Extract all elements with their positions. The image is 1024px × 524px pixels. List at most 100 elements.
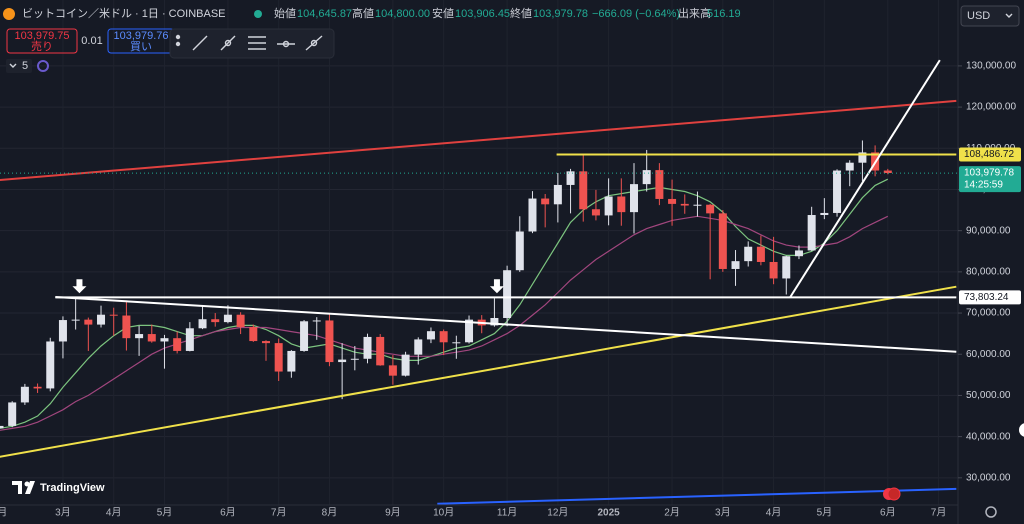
candle-body (439, 331, 448, 343)
candle-body (46, 341, 55, 389)
scroll-handle[interactable] (1019, 423, 1024, 437)
candle-body (883, 170, 892, 174)
change-value: −666.09 (−0.64%) (592, 8, 680, 20)
candle-body (287, 350, 296, 372)
candle-body (769, 261, 778, 279)
trend-line (55, 295, 957, 353)
y-tick-label: 60,000.00 (966, 349, 1011, 360)
sell-button[interactable] (6, 28, 78, 54)
logo-text: TradingView (40, 482, 105, 494)
dropdown-chevron (1005, 13, 1013, 18)
open-label: 始値 (274, 6, 296, 20)
indicator-icon[interactable] (37, 60, 49, 72)
candle-body (8, 402, 17, 426)
candle-body (249, 327, 258, 342)
candle-body (198, 319, 207, 329)
candle-body (388, 365, 397, 376)
x-tick-label: 5月 (817, 507, 833, 519)
extended-line-tool[interactable] (305, 35, 323, 51)
candle-body (160, 338, 169, 342)
price-label-box (959, 147, 1021, 162)
ray-tool[interactable] (220, 35, 236, 51)
y-tick-label: 50,000.00 (966, 390, 1011, 401)
drag-handle[interactable] (175, 41, 181, 47)
candle-body (718, 213, 727, 269)
indicator-count: 5 (22, 60, 28, 72)
x-tick-label: 2月 (664, 507, 680, 519)
candle-body (20, 386, 29, 403)
candle-body (807, 215, 816, 251)
candle-body (97, 314, 106, 325)
trend-line (0, 99, 957, 181)
y-tick-label: 130,000.00 (966, 61, 1016, 72)
high-label: 高値 (352, 6, 374, 20)
volume-value: 516.19 (707, 8, 741, 20)
candle-body (642, 170, 651, 185)
candle-body (84, 319, 93, 325)
candle-body (122, 315, 131, 339)
candle-body (185, 328, 194, 351)
sell-label: 売り (31, 40, 53, 53)
candle-body (630, 184, 638, 213)
candle-body (503, 270, 512, 318)
candle-body (680, 203, 689, 206)
candle-body (528, 198, 537, 232)
low-label: 安値 (432, 6, 454, 20)
candle-body (756, 246, 765, 262)
candle-body (325, 320, 334, 363)
horizontal-tool-dot (282, 40, 290, 48)
trend-line-tool[interactable] (192, 35, 208, 51)
candle-body (0, 425, 4, 429)
x-tick-label: 6月 (220, 507, 236, 519)
currency: USD (967, 10, 990, 22)
candle-body (731, 261, 740, 269)
x-tick-label: 12月 (547, 507, 568, 519)
symbol-title[interactable]: ビットコイン／米ドル · 1日 · COINBASE (22, 7, 226, 20)
candle-body (350, 358, 359, 360)
candle-body (858, 152, 867, 163)
candle-body (490, 317, 499, 326)
candle-body (566, 171, 575, 185)
quantity[interactable]: 0.01 (81, 35, 102, 47)
event-marker[interactable] (887, 487, 901, 501)
currency-select[interactable] (960, 5, 1020, 27)
candle-body (312, 320, 321, 322)
drag-handle[interactable] (175, 34, 181, 40)
ray-tool-dot (224, 39, 232, 47)
candle-body (706, 204, 715, 214)
candle-body (744, 246, 753, 262)
price-label-box (959, 290, 1021, 305)
x-tick-label: 5月 (157, 507, 173, 519)
price-label: 103,979.78 (964, 168, 1014, 179)
candle-body (135, 334, 144, 339)
price-label: 73,803.24 (964, 292, 1009, 303)
open-value: 104,645.87 (297, 8, 352, 20)
candle-body (223, 314, 232, 323)
candle-body (655, 170, 664, 199)
bar-countdown: 14:25:59 (964, 180, 1003, 191)
candle-body (426, 331, 435, 340)
trend-line (437, 487, 957, 505)
candle-body (668, 198, 677, 204)
close-value: 103,979.78 (533, 8, 588, 20)
settings-button[interactable] (985, 506, 997, 518)
indicator-toggle[interactable] (6, 59, 32, 73)
x-tick-label: 2025 (597, 508, 620, 519)
price-label-box (959, 166, 1021, 193)
x-tick-label: 7月 (271, 507, 287, 519)
candle-body (693, 204, 702, 206)
candle-body (515, 231, 524, 271)
candle-body (820, 212, 829, 216)
candle-body (591, 209, 600, 216)
candle-body (363, 336, 372, 359)
candle-body (274, 343, 283, 372)
x-tick-label: 7月 (931, 507, 947, 519)
candle-body (401, 354, 410, 376)
sell-price: 103,979.75 (14, 30, 69, 42)
x-tick-label: 11月 (497, 507, 517, 519)
trend-line (789, 59, 941, 298)
candle-body (414, 339, 423, 355)
candle-body (553, 184, 562, 205)
